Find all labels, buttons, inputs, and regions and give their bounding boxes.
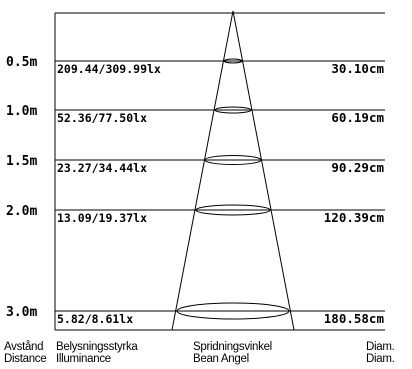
diameter-label: 180.58cm (324, 311, 385, 326)
distance-header-sv: Avstånd (4, 341, 44, 353)
diam-header-sv: Diam. (366, 341, 395, 353)
angle-column-header: Spridningsvinkel Bean Angel (193, 341, 272, 365)
illuminance-label: 13.09/19.37lx (57, 211, 147, 225)
diameter-label: 30.10cm (331, 61, 384, 76)
distance-label: 0.5m (6, 55, 37, 70)
angle-header-en: Bean Angel (193, 353, 249, 365)
beam-section-3 (195, 204, 271, 216)
illuminance-header-sv: Belysningsstyrka (56, 341, 138, 353)
illuminance-column-header: Belysningsstyrka Illuminance (56, 341, 138, 365)
diameter-label: 60.19cm (331, 110, 384, 125)
diam-header-en: Diam. (366, 353, 395, 365)
distance-header-en: Distance (4, 353, 47, 365)
diameter-label: 90.29cm (331, 160, 384, 175)
column-legend: Avstånd Distance Belysningsstyrka Illumi… (0, 341, 412, 369)
beam-edge-left (171, 10, 234, 331)
beam-section-4 (176, 302, 290, 320)
distance-label: 3.0m (6, 305, 37, 320)
angle-header-sv: Spridningsvinkel (193, 341, 272, 353)
beam-edge-right (232, 10, 295, 331)
diameter-column-header: Diam. Diam. (366, 341, 395, 365)
illuminance-header-en: Illuminance (56, 353, 111, 365)
illuminance-label: 52.36/77.50lx (57, 111, 147, 125)
illuminance-label: 23.27/34.44lx (57, 161, 147, 175)
beam-section-2 (204, 155, 262, 165)
distance-label: 2.0m (6, 204, 37, 219)
illuminance-label: 5.82/8.61lx (57, 312, 133, 326)
illuminance-label: 209.44/309.99lx (57, 62, 161, 76)
distance-column-header: Avstånd Distance (4, 341, 47, 365)
distance-label: 1.0m (6, 104, 37, 119)
distance-label: 1.5m (6, 154, 37, 169)
beam-section-0 (223, 58, 243, 64)
beam-section-1 (214, 106, 252, 114)
diameter-label: 120.39cm (324, 210, 385, 225)
